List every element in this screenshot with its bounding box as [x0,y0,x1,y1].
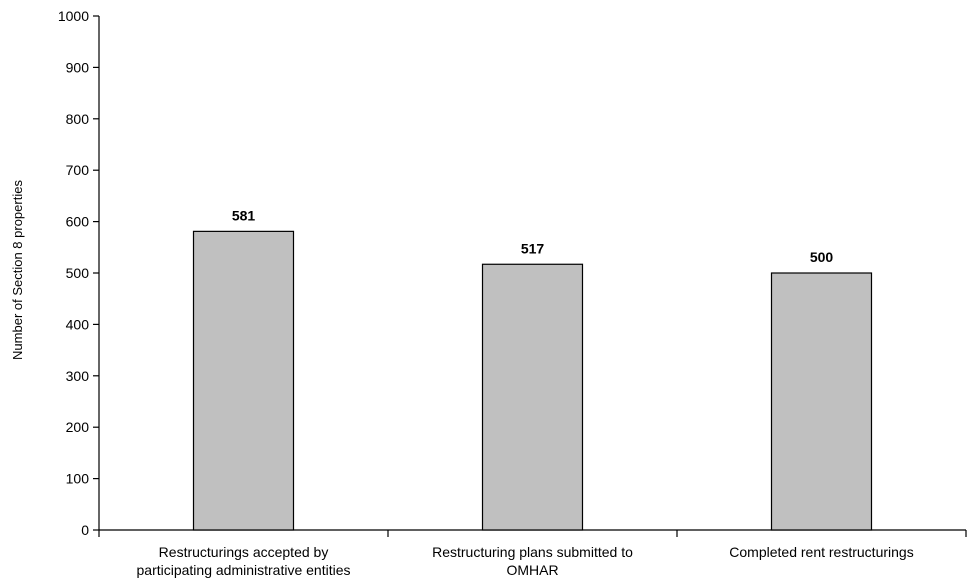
x-category-label: Completed rent restructurings [729,544,913,560]
bar [770,272,873,531]
x-category-label: OMHAR [506,562,558,578]
y-tick-label: 500 [66,265,90,281]
x-category-label: participating administrative entities [137,562,351,578]
y-tick-label: 700 [66,162,90,178]
bar-value-label: 517 [521,240,545,256]
y-tick-label: 900 [66,59,90,75]
bars [192,230,873,531]
y-tick-label: 600 [66,214,90,230]
bar-value-label: 500 [810,249,834,265]
x-category-label: Restructurings accepted by [159,544,329,560]
category-labels: Restructurings accepted by participating … [137,544,914,578]
bar-value-label: 581 [232,207,256,223]
y-axis-title: Number of Section 8 properties [10,180,25,360]
data-labels: 581 517 500 [232,207,834,265]
y-tick-label: 0 [81,522,89,538]
y-tick-label: 300 [66,368,90,384]
y-tick-label: 100 [66,471,90,487]
y-tick-label: 1000 [58,8,89,24]
y-tick-label: 200 [66,419,90,435]
x-axis [98,529,967,537]
x-category-label: Restructuring plans submitted to [432,544,633,560]
bar [481,263,584,531]
bar [192,230,295,531]
y-axis: 0 100 200 300 400 500 600 700 800 900 1000 [58,8,100,538]
y-tick-label: 800 [66,111,90,127]
y-tick-label: 400 [66,316,90,332]
